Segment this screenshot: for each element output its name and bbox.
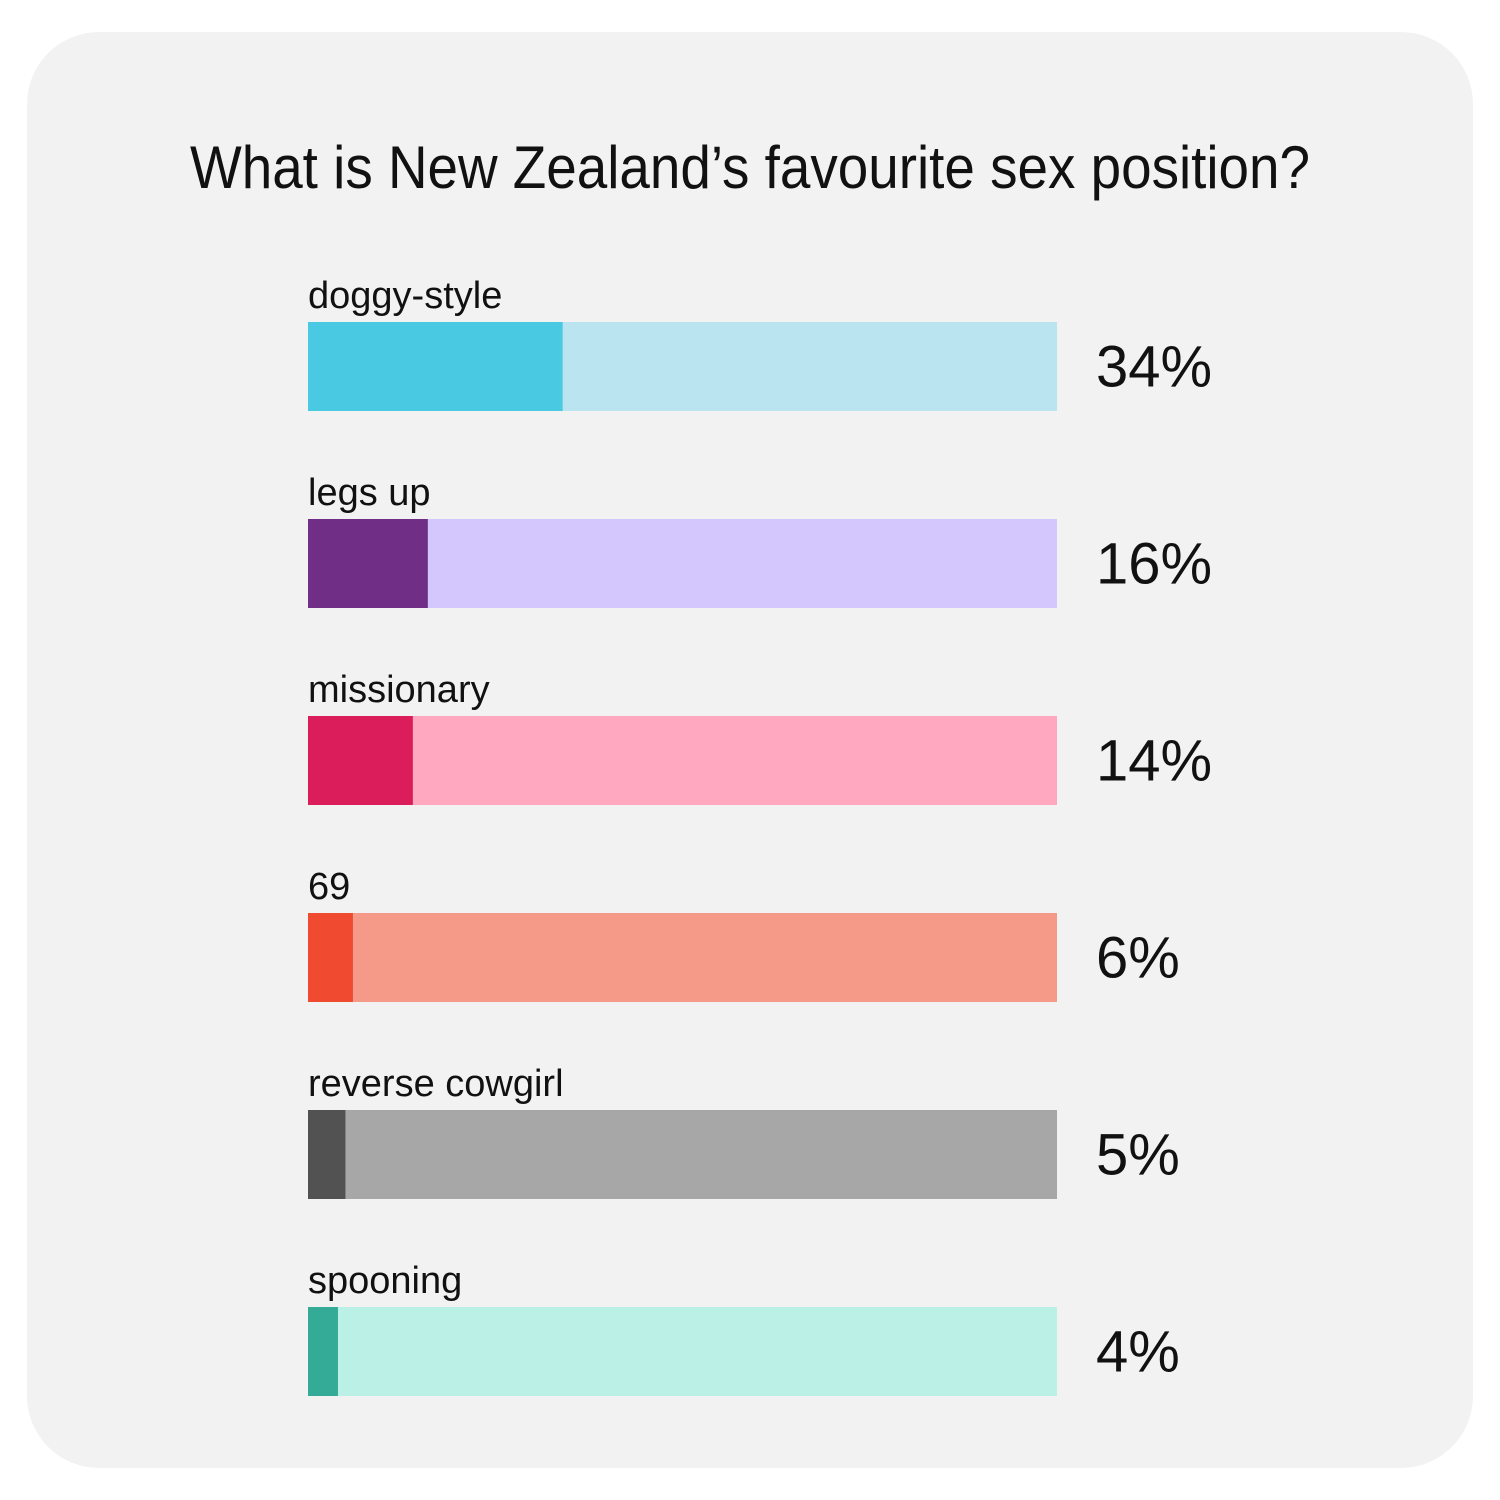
category-label: spooning: [308, 1260, 462, 1302]
category-label: 69: [308, 866, 350, 908]
bar-track: [308, 913, 1057, 1002]
value-label: 6%: [1096, 926, 1180, 991]
bar-track: [308, 716, 1057, 805]
chart-title: What is New Zealand’s favourite sex posi…: [190, 134, 1310, 201]
bar: [308, 1110, 346, 1199]
bar-track: [308, 1110, 1057, 1199]
value-label: 4%: [1096, 1320, 1180, 1385]
value-label: 14%: [1096, 729, 1212, 794]
value-label: 5%: [1096, 1123, 1180, 1188]
value-label: 34%: [1096, 335, 1212, 400]
bar: [308, 519, 428, 608]
bar: [308, 322, 563, 411]
category-label: legs up: [308, 472, 431, 514]
bar-track: [308, 519, 1057, 608]
category-label: reverse cowgirl: [308, 1063, 564, 1105]
bar: [308, 716, 413, 805]
bar: [308, 913, 353, 1002]
bar-track: [308, 1307, 1057, 1396]
value-label: 16%: [1096, 532, 1212, 597]
category-label: missionary: [308, 669, 490, 711]
bar: [308, 1307, 338, 1396]
category-label: doggy-style: [308, 275, 502, 317]
